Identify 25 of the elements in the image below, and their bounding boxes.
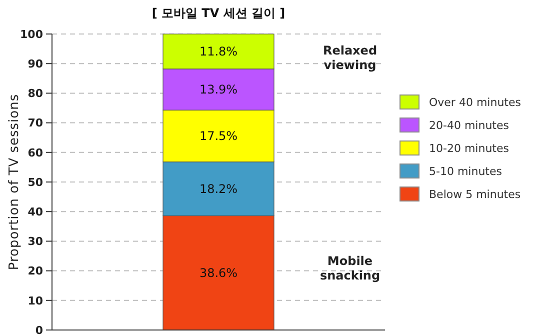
y-tick-label: 20	[28, 264, 44, 278]
data-label: 18.2%	[199, 182, 238, 196]
y-tick-label: 0	[35, 324, 44, 335]
data-label: 13.9%	[199, 82, 238, 97]
data-label: 17.5%	[199, 129, 238, 144]
annotation: Mobile snacking	[320, 254, 380, 282]
data-label: 38.6%	[199, 266, 238, 280]
y-tick-label: 10	[28, 294, 44, 308]
chart-title: [ 모바일 TV 세션 길이 ]	[152, 6, 286, 20]
y-tick-label: 50	[28, 176, 44, 189]
legend-label: 5-10 minutes	[429, 164, 502, 178]
y-axis-title: Proportion of TV sessions	[7, 94, 22, 270]
annotation: Relaxed viewing	[322, 44, 378, 72]
legend-label: 20-40 minutes	[429, 118, 510, 132]
legend-label: 10-20 minutes	[429, 142, 510, 155]
data-label: 11.8%	[199, 44, 238, 59]
y-tick-label: 40	[28, 205, 44, 218]
y-tick-label: 100	[20, 28, 44, 41]
y-tick-label: 60	[28, 146, 44, 160]
y-tick-label: 70	[28, 116, 44, 130]
y-tick-label: 90	[28, 57, 44, 70]
legend-label: Over 40 minutes	[429, 96, 522, 109]
y-tick-label: 30	[28, 235, 44, 248]
y-tick-label: 80	[28, 87, 44, 100]
legend-label: Below 5 minutes	[429, 188, 521, 201]
